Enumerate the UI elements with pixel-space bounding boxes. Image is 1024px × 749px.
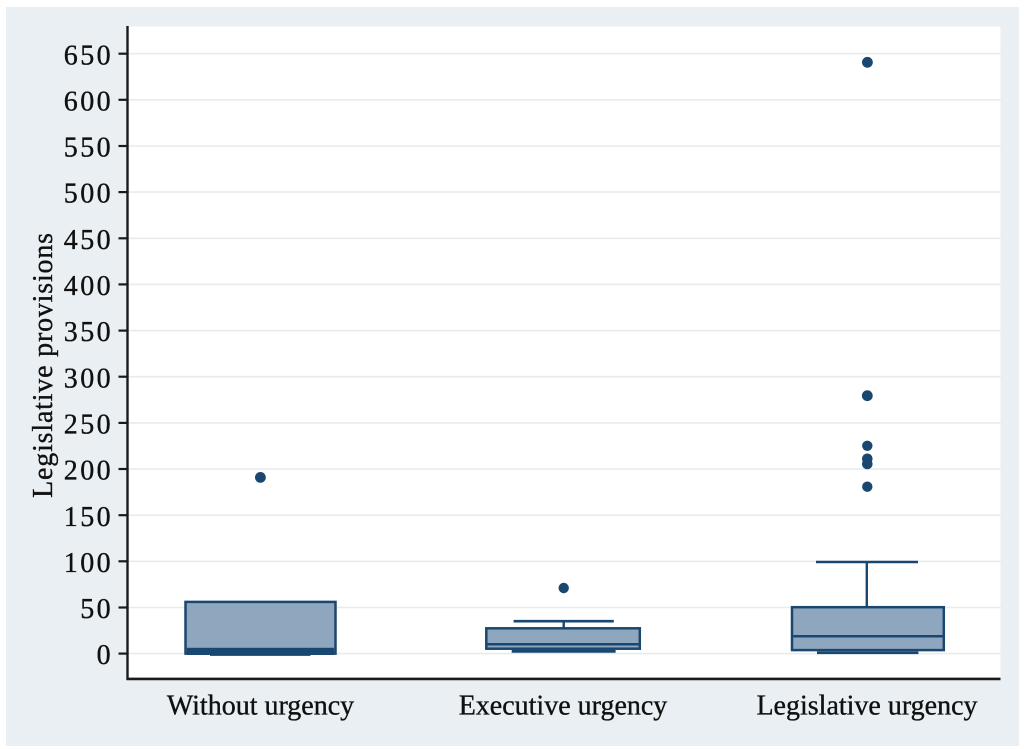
svg-text:50: 50	[80, 594, 113, 625]
svg-text:400: 400	[64, 271, 113, 302]
svg-text:500: 500	[64, 179, 113, 210]
svg-text:Legislative urgency: Legislative urgency	[756, 691, 977, 722]
svg-text:150: 150	[64, 502, 113, 533]
svg-text:200: 200	[64, 456, 113, 487]
svg-text:250: 250	[64, 410, 113, 441]
svg-text:300: 300	[64, 363, 113, 394]
svg-text:100: 100	[64, 548, 113, 579]
svg-text:600: 600	[64, 86, 113, 117]
svg-text:Legislative provisions: Legislative provisions	[28, 232, 59, 498]
svg-text:350: 350	[64, 317, 113, 348]
svg-text:Without urgency: Without urgency	[167, 691, 354, 722]
svg-text:450: 450	[64, 225, 113, 256]
svg-text:550: 550	[64, 133, 113, 164]
svg-text:0: 0	[97, 640, 113, 671]
svg-text:Executive urgency: Executive urgency	[459, 691, 668, 722]
svg-text:650: 650	[64, 40, 113, 71]
